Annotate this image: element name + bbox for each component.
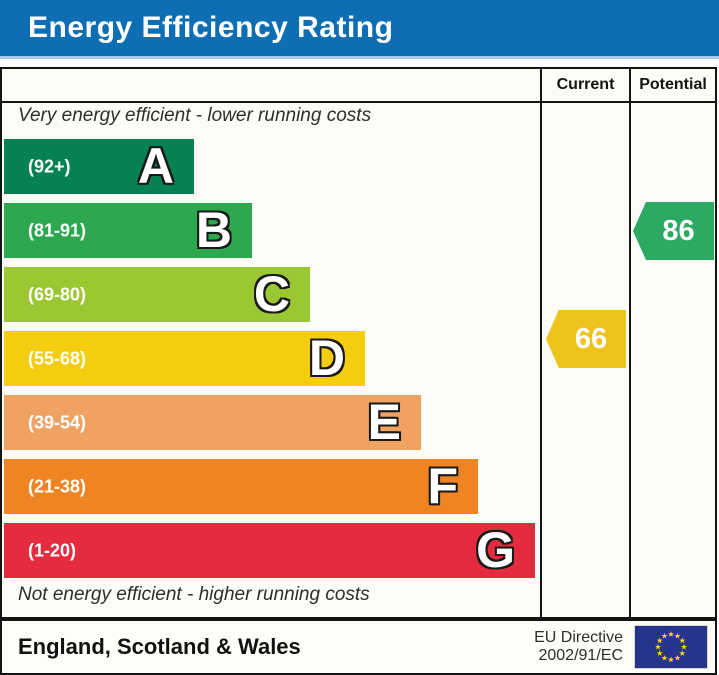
band-range-label: (39-54) [28,412,87,432]
band-bar-d: (55-68) D [4,331,365,386]
band-bar-f: (21-38) F [4,459,478,514]
current-column-header: Current [556,76,615,93]
band-bar-a: (92+) A [4,139,194,194]
current-rating-value: 66 [574,322,608,355]
band-bar-e: (39-54) E [4,395,421,450]
footer-bar: England, Scotland & Wales EU Directive 2… [0,619,717,675]
rating-table: Current Potential Very energy efficient … [0,67,717,619]
band-range-label: (92+) [28,156,71,176]
band-letter: G [476,521,515,578]
band-letter: D [308,329,345,386]
band-range-label: (55-68) [28,348,87,368]
page-title: Energy Efficiency Rating [28,11,394,44]
current-rating-marker: 66 [546,310,626,368]
potential-rating-value: 86 [662,214,695,247]
band-row-d: (55-68) D [4,331,535,395]
band-letter: E [367,393,401,450]
eu-directive-line1: EU Directive [534,628,623,646]
band-range-label: (69-80) [28,284,87,304]
region-label: England, Scotland & Wales [18,634,301,659]
band-range-label: (81-91) [28,220,87,240]
band-row-a: (92+) A [4,139,535,203]
eu-directive-line2: 2002/91/EC [538,647,623,664]
band-bar-g: (1-20) G [4,523,535,578]
current-column [540,69,629,617]
band-row-b: (81-91) B [4,203,535,267]
potential-column-header: Potential [639,76,707,93]
title-bar: Energy Efficiency Rating [0,0,719,59]
top-note: Very energy efficient - lower running co… [18,105,372,126]
band-row-f: (21-38) F [4,459,535,523]
band-row-g: (1-20) G [4,523,535,587]
band-row-e: (39-54) E [4,395,535,459]
band-row-c: (69-80) C [4,267,535,331]
band-letter: A [137,137,174,194]
band-bar-b: (81-91) B [4,203,252,258]
band-letter: F [427,457,458,514]
band-letter: B [195,201,232,258]
eu-flag-icon [634,625,708,669]
potential-column [629,69,715,617]
bands-container: (92+) A (81-91) B (69-80) C (55-68) D (39-54) E (2… [4,139,535,587]
eu-directive-text: EU Directive 2002/91/EC [534,621,623,673]
potential-rating-marker: 86 [633,202,714,260]
band-range-label: (21-38) [28,476,87,496]
band-range-label: (1-20) [28,540,77,560]
band-letter: C [253,265,290,322]
table-header-row: Current Potential [2,69,715,103]
band-bar-c: (69-80) C [4,267,310,322]
bottom-note: Not energy efficient - higher running co… [18,584,370,605]
